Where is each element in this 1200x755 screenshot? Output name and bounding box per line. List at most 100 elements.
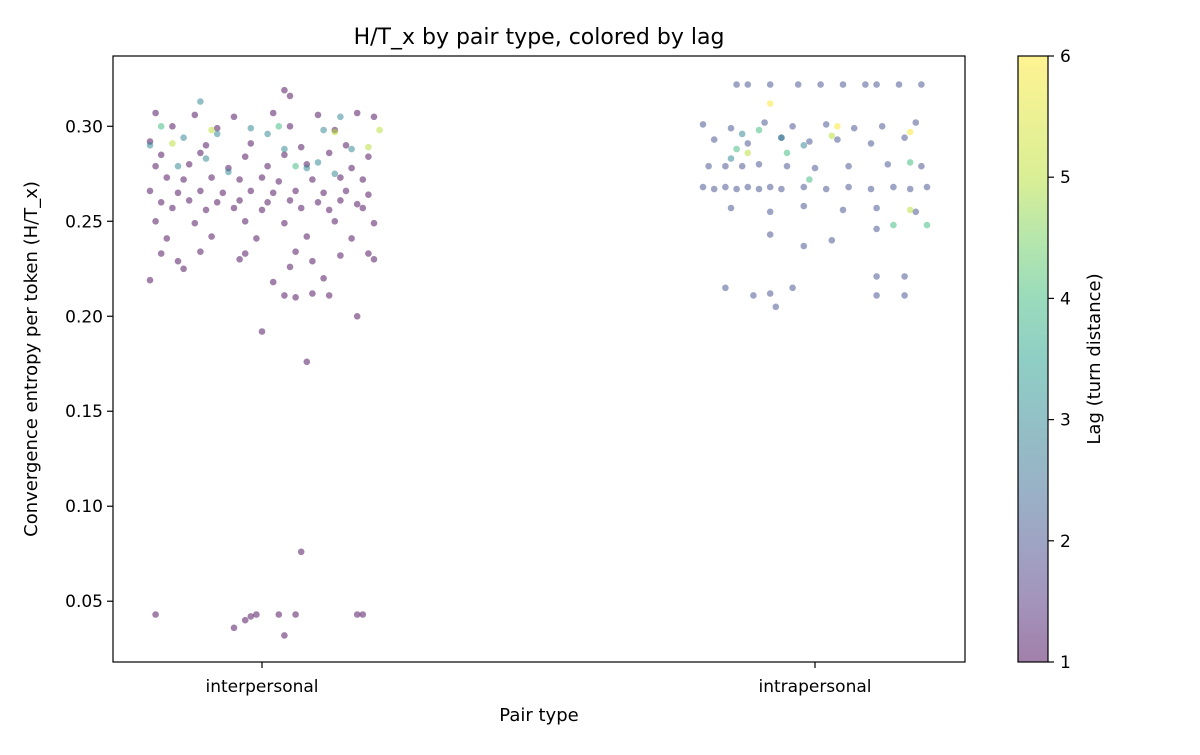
y-tick-label: 0.15 <box>65 402 103 422</box>
data-point <box>766 183 774 191</box>
colorbar-gradient <box>1018 56 1048 662</box>
colorbar-tick-label: 2 <box>1060 532 1071 552</box>
data-point <box>202 142 210 149</box>
data-point <box>794 81 802 88</box>
data-point <box>705 162 712 170</box>
data-point <box>337 252 344 259</box>
data-point <box>191 111 199 119</box>
data-point <box>744 183 752 191</box>
data-point <box>699 183 707 191</box>
data-point <box>185 197 193 204</box>
data-point <box>884 161 892 168</box>
data-point <box>314 111 322 119</box>
data-point <box>778 134 785 141</box>
data-point <box>258 328 266 335</box>
data-point <box>264 162 271 170</box>
data-point <box>800 183 808 191</box>
data-point <box>281 292 288 299</box>
data-point <box>337 174 344 181</box>
data-point <box>766 290 774 297</box>
data-point <box>286 263 294 271</box>
data-point <box>353 611 361 618</box>
data-point <box>197 248 204 255</box>
plot-frame <box>112 55 966 663</box>
data-point <box>337 197 344 204</box>
data-point <box>213 130 221 138</box>
data-point <box>264 199 271 206</box>
data-point <box>275 611 283 618</box>
data-point <box>292 162 299 170</box>
data-point <box>778 185 785 193</box>
data-point <box>348 164 355 172</box>
data-point <box>236 176 243 183</box>
colorbar-tick-label: 3 <box>1060 411 1071 431</box>
data-point <box>873 81 880 88</box>
data-point <box>867 185 875 193</box>
data-point <box>213 124 221 132</box>
data-point <box>918 81 925 88</box>
data-point <box>755 185 763 193</box>
data-point <box>370 219 378 227</box>
data-point <box>755 161 763 168</box>
data-point <box>370 113 378 121</box>
data-point <box>247 187 255 195</box>
chart-title: H/T_x by pair type, colored by lag <box>354 25 725 50</box>
data-point <box>761 119 768 126</box>
data-point <box>766 100 774 107</box>
data-point <box>834 136 841 143</box>
data-point <box>174 162 182 170</box>
data-point <box>208 174 215 181</box>
data-point <box>867 140 875 147</box>
data-point <box>895 81 903 88</box>
data-point <box>906 185 914 193</box>
data-point <box>839 206 847 214</box>
data-point <box>241 616 249 624</box>
data-point <box>878 123 886 130</box>
data-point <box>733 185 740 193</box>
data-point <box>292 187 299 195</box>
data-point <box>253 235 260 242</box>
data-point <box>169 140 176 147</box>
data-point <box>727 124 735 132</box>
data-point <box>230 624 238 632</box>
data-point <box>359 204 367 212</box>
data-point <box>738 130 746 138</box>
data-point <box>772 303 780 311</box>
data-point <box>353 313 361 320</box>
data-point <box>281 632 288 639</box>
data-point <box>152 611 159 618</box>
data-point <box>901 292 908 299</box>
data-point <box>236 197 243 204</box>
data-point <box>174 257 182 265</box>
data-point <box>297 548 305 556</box>
data-point <box>230 204 238 212</box>
data-point <box>146 187 154 195</box>
data-point <box>202 206 210 214</box>
colorbar-tick-label: 4 <box>1060 289 1071 309</box>
data-point <box>744 140 752 147</box>
data-point <box>800 202 808 210</box>
data-point <box>744 149 752 157</box>
data-point <box>727 155 735 162</box>
data-point <box>230 113 238 121</box>
data-point <box>722 162 729 170</box>
data-point <box>890 183 897 191</box>
y-tick-label: 0.25 <box>65 212 103 232</box>
data-point <box>157 199 165 206</box>
data-point <box>331 170 339 178</box>
data-point <box>320 126 327 134</box>
data-point <box>152 162 159 170</box>
data-point <box>152 218 159 225</box>
data-point <box>191 219 199 227</box>
data-point <box>297 204 305 212</box>
data-point <box>348 235 355 242</box>
colorbar-tick-label: 1 <box>1060 653 1071 673</box>
data-point <box>834 123 841 130</box>
data-point <box>750 292 757 299</box>
data-point <box>303 233 311 240</box>
data-point <box>297 143 305 151</box>
y-tick-label: 0.05 <box>65 592 103 612</box>
data-point <box>157 250 165 257</box>
data-point <box>766 81 774 88</box>
